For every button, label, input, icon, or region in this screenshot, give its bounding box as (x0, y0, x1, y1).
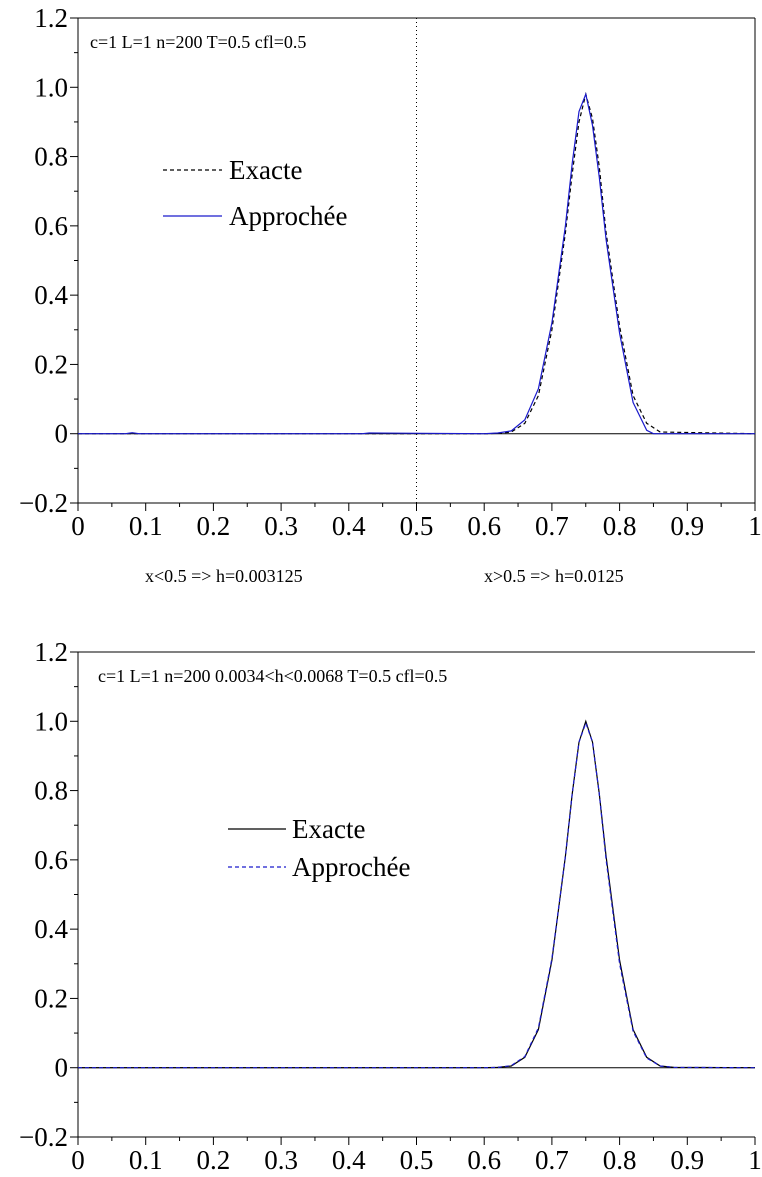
chart-bottom: −0.200.20.40.60.81.01.20 0.1 0.2 0.3 0.4 0.5 0… (19, 637, 762, 1175)
x-tick-label: 0.4 (332, 1145, 366, 1175)
x-tick-label: 0.3 (264, 511, 298, 541)
y-tick-label: 0 (55, 1053, 69, 1083)
x-tick-label: 0.6 (467, 511, 501, 541)
x-tick-label: 0.2 (197, 1145, 231, 1175)
legend-label: Approchée (229, 201, 347, 231)
y-tick-label: 0.8 (34, 142, 68, 172)
y-tick-label: 1.0 (34, 706, 68, 736)
x-tick-label: 0 (71, 1145, 85, 1175)
x-tick-label: 0.6 (467, 1145, 501, 1175)
y-tick-label: 0 (55, 419, 69, 449)
series-line-approchee (78, 721, 756, 1069)
legend-label: Exacte (292, 814, 365, 844)
chart-annotation: c=1 L=1 n=200 0.0034<h<0.0068 T=0.5 cfl=… (98, 666, 447, 686)
x-tick-label: 0.1 (129, 511, 163, 541)
y-tick-label: 1.0 (34, 72, 68, 102)
legend-label: Approchée (292, 852, 410, 882)
y-tick-label: 1.2 (34, 637, 68, 667)
y-tick-label: 0.4 (34, 280, 68, 310)
x-tick-label: 0 (71, 511, 85, 541)
x-tick-label: 0.7 (535, 1145, 569, 1175)
series-line-approchee (78, 92, 755, 435)
x-tick-label: 0.3 (264, 1145, 298, 1175)
chart-top: −0.200.20.40.60.81.01.20 0.1 0.2 0.3 0.4 0.5 0… (19, 3, 762, 586)
x-tick-label: 0.4 (332, 511, 366, 541)
x-tick-label: 0.1 (129, 1145, 163, 1175)
y-tick-label: 1.2 (34, 3, 68, 33)
y-tick-label: 0.4 (34, 914, 68, 944)
below-label: x>0.5 => h=0.0125 (484, 566, 624, 586)
y-tick-label: 0.6 (34, 211, 68, 241)
x-tick-label: 0.9 (670, 1145, 704, 1175)
x-tick-label: 1 (748, 1145, 762, 1175)
below-label: x<0.5 => h=0.003125 (145, 566, 303, 586)
x-tick-label: 0.2 (197, 511, 231, 541)
y-tick-label: 0.8 (34, 776, 68, 806)
series-line-exacte (78, 91, 756, 435)
legend-label: Exacte (229, 155, 302, 185)
x-tick-label: 1 (748, 511, 762, 541)
x-tick-label: 0.5 (400, 1145, 434, 1175)
series-line-exacte (78, 719, 756, 1069)
x-tick-label: 0.9 (670, 511, 704, 541)
chart-annotation: c=1 L=1 n=200 T=0.5 cfl=0.5 (90, 32, 306, 52)
x-tick-label: 0.8 (603, 1145, 637, 1175)
y-tick-label: −0.2 (19, 488, 68, 518)
x-tick-label: 0.8 (603, 511, 637, 541)
y-tick-label: 0.2 (34, 983, 68, 1013)
x-tick-label: 0.7 (535, 511, 569, 541)
x-tick-label: 0.5 (400, 511, 434, 541)
y-tick-label: 0.6 (34, 845, 68, 875)
y-tick-label: −0.2 (19, 1122, 68, 1152)
y-tick-label: 0.2 (34, 349, 68, 379)
